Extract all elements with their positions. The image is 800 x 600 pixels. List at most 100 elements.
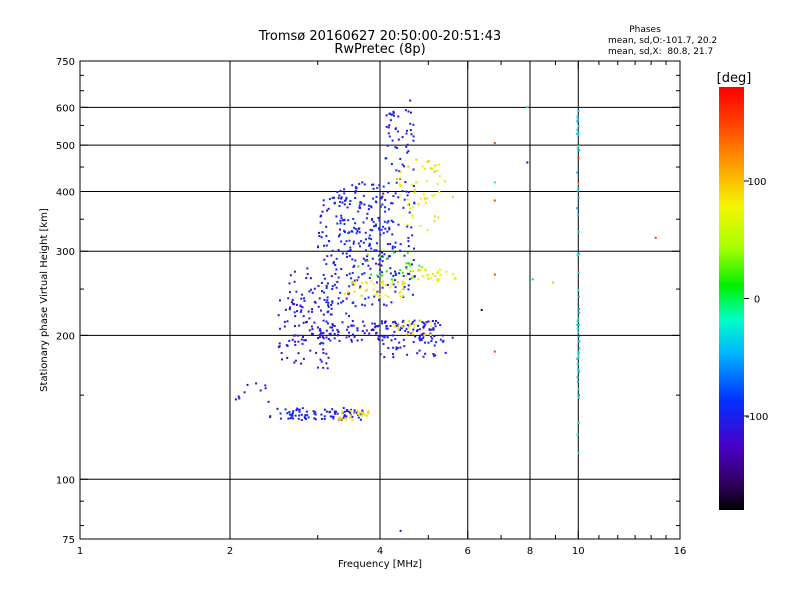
data-point: [345, 418, 348, 421]
data-point: [341, 219, 344, 222]
data-point: [369, 205, 372, 208]
data-point: [300, 309, 303, 312]
data-point: [366, 212, 369, 215]
data-point: [291, 298, 294, 301]
data-point: [432, 353, 435, 355]
data-point: [389, 324, 392, 327]
data-point: [411, 214, 414, 216]
data-point: [358, 227, 361, 230]
data-point: [343, 218, 346, 221]
data-point: [398, 292, 401, 295]
data-point: [577, 355, 580, 358]
data-point: [297, 408, 300, 411]
data-point: [283, 320, 286, 323]
data-point: [330, 275, 333, 278]
data-point: [356, 279, 359, 282]
data-point: [331, 326, 334, 329]
data-point: [243, 391, 246, 394]
x-tick-label: 4: [377, 546, 383, 557]
data-point: [402, 319, 405, 322]
data-point: [390, 219, 393, 222]
data-point: [352, 242, 355, 245]
data-point: [577, 351, 580, 354]
data-point: [382, 283, 385, 286]
data-point: [287, 297, 290, 300]
data-point: [451, 195, 454, 198]
data-point: [577, 213, 580, 216]
data-point: [382, 192, 385, 195]
data-point: [355, 187, 358, 190]
data-point: [372, 282, 375, 285]
data-point: [296, 407, 299, 410]
data-point: [393, 320, 396, 323]
data-point: [327, 304, 330, 307]
data-point: [434, 275, 437, 277]
data-point: [413, 191, 416, 194]
data-point: [405, 268, 408, 270]
data-point: [370, 280, 373, 283]
data-point: [399, 249, 402, 252]
data-point: [383, 336, 386, 339]
data-point: [303, 339, 306, 342]
data-point: [339, 200, 342, 203]
data-point: [385, 324, 388, 327]
data-point: [420, 333, 423, 336]
data-point: [339, 222, 342, 225]
data-point: [389, 119, 392, 122]
data-point: [412, 123, 415, 126]
data-point: [307, 416, 310, 419]
data-point: [384, 210, 387, 213]
data-point: [302, 315, 305, 318]
data-point: [356, 339, 359, 342]
data-point: [395, 324, 398, 327]
data-point: [291, 412, 294, 414]
data-point: [385, 257, 388, 260]
grid-lines: [80, 61, 680, 539]
data-point: [577, 331, 580, 334]
data-point: [402, 206, 405, 209]
data-point: [435, 170, 438, 172]
data-point: [332, 415, 335, 418]
data-point: [405, 262, 407, 265]
data-point: [377, 324, 380, 327]
data-point: [386, 144, 389, 147]
data-point: [381, 274, 384, 277]
data-point: [319, 358, 322, 361]
data-point: [369, 228, 372, 231]
data-point: [299, 304, 302, 307]
data-point: [388, 226, 391, 229]
data-point: [329, 410, 332, 413]
data-point: [393, 330, 396, 333]
data-point: [322, 331, 325, 334]
data-point: [358, 182, 361, 185]
data-point: [352, 412, 355, 415]
data-point: [433, 344, 436, 347]
data-point: [394, 286, 397, 289]
stats-line-o: mean, sd,O:-101.7, 20.2: [608, 36, 717, 46]
data-point: [531, 278, 534, 281]
x-tick-label: 8: [527, 546, 533, 557]
colorbar-ticks: 100 0 -100: [744, 177, 768, 423]
data-point: [577, 354, 580, 357]
data-point: [399, 194, 402, 197]
data-point: [352, 281, 355, 284]
data-point: [397, 328, 400, 331]
data-point: [355, 232, 358, 235]
data-point: [306, 267, 309, 270]
data-point: [323, 277, 326, 280]
data-point: [385, 125, 388, 128]
data-point: [436, 183, 439, 186]
data-point: [406, 143, 409, 146]
data-point: [292, 334, 295, 337]
data-point: [289, 274, 292, 277]
data-point: [576, 369, 579, 371]
data-point: [418, 349, 421, 352]
data-point: [415, 181, 418, 184]
data-point: [326, 296, 329, 299]
data-point: [346, 255, 348, 258]
data-point: [336, 328, 339, 331]
data-point: [357, 265, 360, 268]
data-point: [407, 288, 410, 291]
data-point: [578, 370, 581, 373]
data-point: [417, 269, 420, 272]
